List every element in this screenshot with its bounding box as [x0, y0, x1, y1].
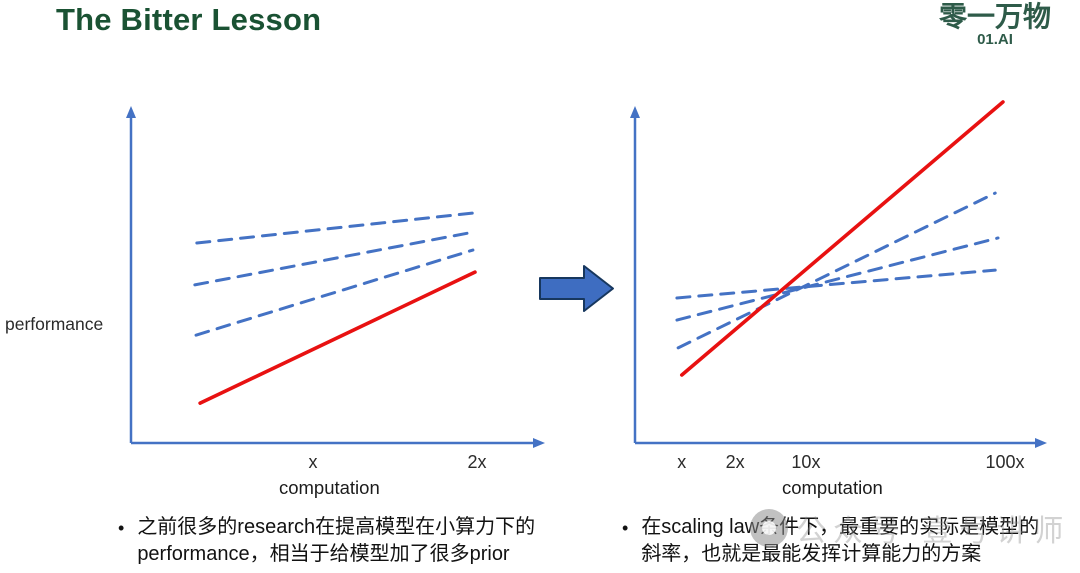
- x-axis-title: computation: [782, 477, 883, 498]
- chart-line-prior-method-1: [195, 211, 477, 245]
- x-tick-label: 10x: [791, 452, 820, 472]
- bullet-right-text: 在scaling law条件下，最重要的实际是模型的 斜率，也就是最能发挥计算能…: [641, 514, 1039, 568]
- bullet-right: • 在scaling law条件下，最重要的实际是模型的 斜率，也就是最能发挥计…: [622, 514, 1074, 568]
- bullet-left-line-1: 之前很多的research在提高模型在小算力下的: [137, 516, 536, 538]
- x-axis-arrowhead-icon: [1035, 438, 1047, 448]
- transition-arrow-icon: [539, 265, 614, 312]
- x-tick-label: x: [309, 452, 318, 472]
- bullet-right-line-2: 斜率，也就是最能发挥计算能力的方案: [641, 543, 982, 565]
- chart-line-prior-method-2: [193, 230, 476, 287]
- chart-line-prior-method-2: [675, 236, 1000, 322]
- bullet-left-line-2: performance，相当于给模型加了很多prior: [137, 543, 510, 565]
- y-axis-title: performance: [5, 314, 104, 334]
- x-axis-title: computation: [279, 477, 380, 498]
- chart-line-prior-method-1: [676, 191, 997, 350]
- x-tick-label: 2x: [468, 452, 487, 472]
- bullet-left: • 之前很多的research在提高模型在小算力下的 performance，相…: [118, 514, 570, 568]
- chart-line-scaling-method: [680, 100, 1005, 377]
- chart-line-prior-method-3: [675, 268, 997, 300]
- chart-right: x 2x 10x 100x computation: [630, 100, 1047, 498]
- y-axis-arrowhead-icon: [630, 106, 640, 118]
- brand-logo: 零一万物 01.AI: [932, 2, 1058, 48]
- chart-line-prior-method-3: [194, 248, 475, 337]
- bullet-marker: •: [118, 518, 125, 538]
- x-tick-label: 2x: [726, 452, 745, 472]
- bullet-right-line-1: 在scaling law条件下，最重要的实际是模型的: [641, 516, 1040, 538]
- chart-left: x 2x computation: [126, 106, 545, 498]
- bullet-left-text: 之前很多的research在提高模型在小算力下的 performance，相当于…: [137, 514, 535, 568]
- chart-line-scaling-method: [198, 270, 477, 405]
- x-tick-label: x: [677, 452, 686, 472]
- brand-name-en: 01.AI: [977, 31, 1013, 49]
- x-axis-arrowhead-icon: [533, 438, 545, 448]
- page-title: The Bitter Lesson: [56, 2, 322, 37]
- y-axis-arrowhead-icon: [126, 106, 136, 118]
- bullet-marker: •: [622, 518, 629, 538]
- x-tick-label: 100x: [985, 452, 1024, 472]
- brand-name-cn: 零一万物: [938, 1, 1051, 32]
